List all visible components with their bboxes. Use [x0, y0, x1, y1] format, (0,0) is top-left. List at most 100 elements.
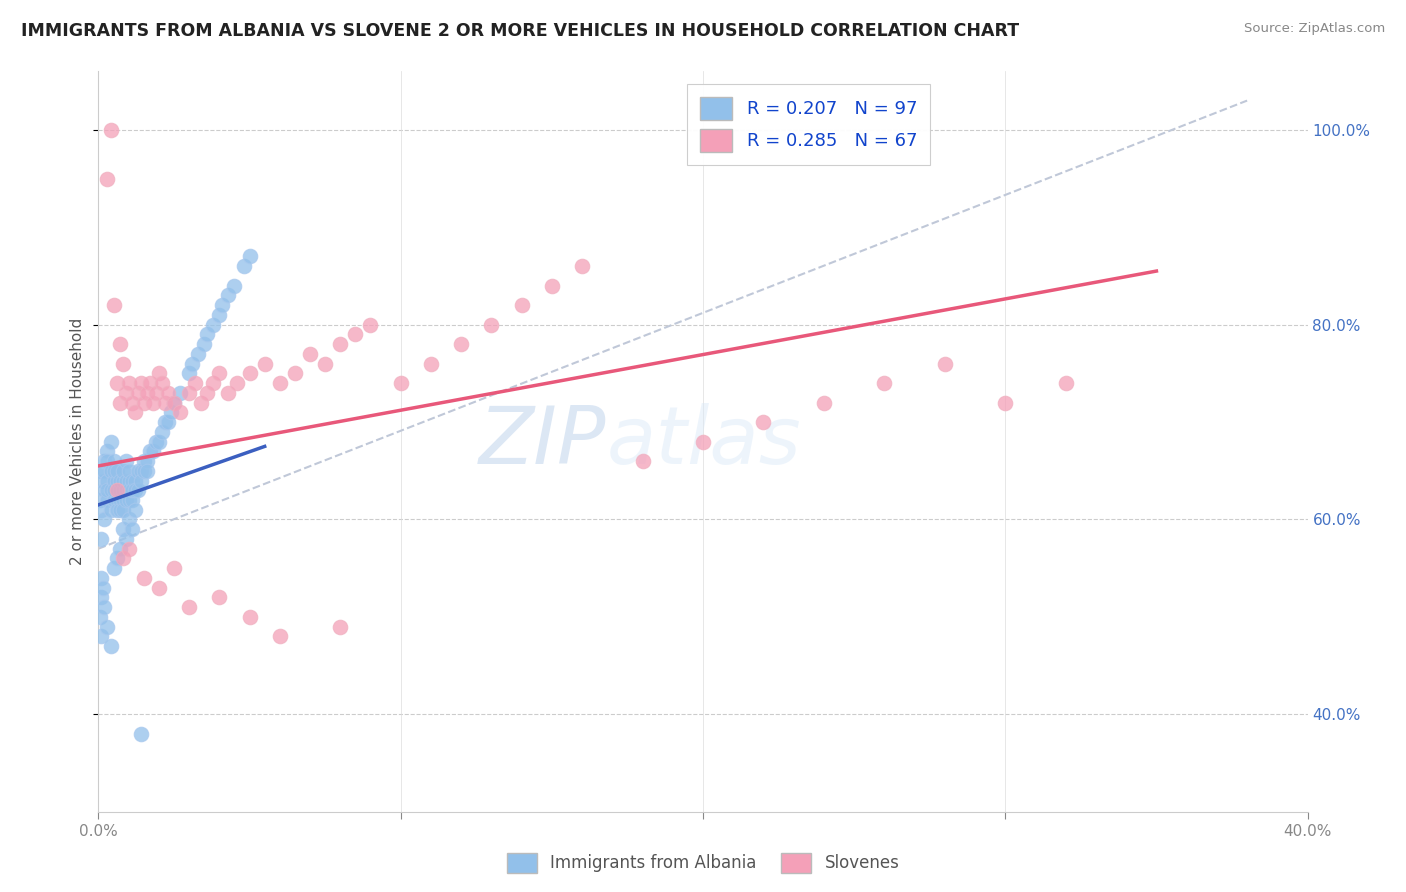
Point [813, 395, 835, 409]
Point [93, 454, 115, 468]
Point [169, 385, 191, 400]
Point [111, 474, 134, 488]
Point [93, 464, 115, 478]
Point [163, 395, 186, 409]
Point [129, 376, 152, 390]
Point [169, 405, 191, 419]
Point [195, 327, 218, 342]
Point [108, 493, 131, 508]
Text: atlas: atlas [606, 402, 801, 481]
Point [96, 454, 118, 468]
Point [96, 619, 118, 633]
Point [208, 591, 231, 605]
Point [163, 561, 186, 575]
Point [631, 454, 654, 468]
Point [108, 474, 131, 488]
Point [208, 308, 231, 322]
Point [190, 395, 212, 409]
Legend: Immigrants from Albania, Slovenes: Immigrants from Albania, Slovenes [501, 847, 905, 880]
Point [114, 483, 136, 498]
Point [135, 385, 157, 400]
Point [108, 337, 131, 351]
Point [103, 474, 125, 488]
Point [103, 493, 125, 508]
Point [90, 571, 112, 585]
Point [93, 483, 115, 498]
Point [96, 474, 118, 488]
Point [114, 532, 136, 546]
Point [118, 512, 141, 526]
Point [89, 493, 111, 508]
Point [108, 395, 131, 409]
Point [145, 434, 167, 449]
Point [179, 600, 201, 615]
Point [118, 464, 141, 478]
Point [89, 610, 111, 624]
Point [124, 483, 146, 498]
Point [360, 318, 382, 332]
Point [111, 357, 134, 371]
Point [692, 434, 714, 449]
Point [208, 367, 231, 381]
Point [127, 385, 149, 400]
Point [202, 318, 225, 332]
Point [132, 464, 155, 478]
Point [135, 454, 157, 468]
Point [105, 483, 128, 498]
Point [195, 385, 218, 400]
Point [994, 395, 1017, 409]
Text: Source: ZipAtlas.com: Source: ZipAtlas.com [1244, 22, 1385, 36]
Text: ZIP: ZIP [479, 402, 606, 481]
Point [127, 464, 149, 478]
Point [114, 454, 136, 468]
Point [934, 357, 956, 371]
Point [111, 522, 134, 536]
Point [118, 483, 141, 498]
Point [232, 259, 254, 273]
Point [105, 551, 128, 566]
Point [103, 483, 125, 498]
Point [239, 367, 262, 381]
Point [156, 415, 179, 429]
Point [269, 629, 291, 643]
Point [114, 474, 136, 488]
Point [121, 395, 143, 409]
Point [96, 444, 118, 458]
Point [1054, 376, 1077, 390]
Point [121, 483, 143, 498]
Point [284, 367, 307, 381]
Point [108, 483, 131, 498]
Point [93, 512, 115, 526]
Point [187, 347, 209, 361]
Point [314, 357, 336, 371]
Point [193, 337, 215, 351]
Point [96, 483, 118, 498]
Point [156, 385, 179, 400]
Point [139, 376, 162, 390]
Point [124, 405, 146, 419]
Point [111, 483, 134, 498]
Point [90, 532, 112, 546]
Point [132, 571, 155, 585]
Point [150, 425, 173, 439]
Point [344, 327, 367, 342]
Point [184, 376, 207, 390]
Point [132, 395, 155, 409]
Point [873, 376, 896, 390]
Point [129, 727, 152, 741]
Point [163, 395, 186, 409]
Point [299, 347, 322, 361]
Legend: R = 0.207   N = 97, R = 0.285   N = 67: R = 0.207 N = 97, R = 0.285 N = 67 [688, 84, 929, 165]
Point [148, 581, 170, 595]
Point [121, 522, 143, 536]
Point [90, 502, 112, 516]
Point [150, 376, 173, 390]
Point [226, 376, 249, 390]
Point [118, 376, 141, 390]
Point [100, 464, 122, 478]
Point [153, 395, 176, 409]
Point [179, 385, 201, 400]
Point [145, 385, 167, 400]
Point [96, 493, 118, 508]
Point [93, 600, 115, 615]
